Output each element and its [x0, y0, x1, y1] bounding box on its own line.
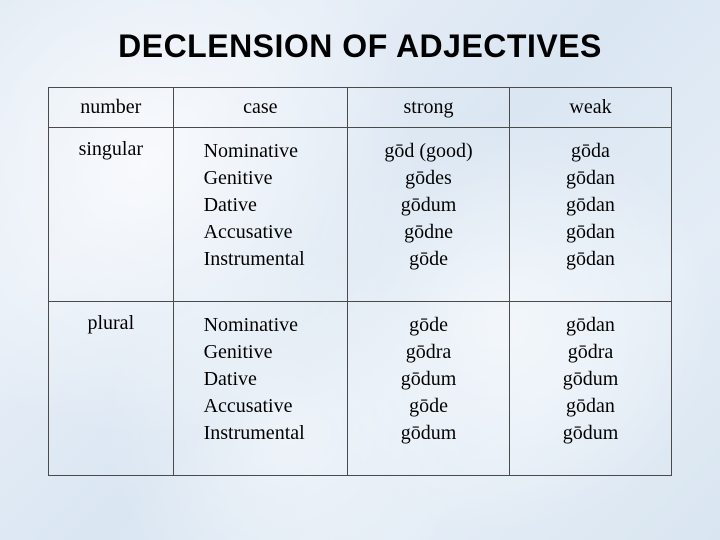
case-label: Instrumental [204, 420, 335, 447]
strong-form: gōdum [360, 192, 497, 219]
strong-form: gōd (good) [360, 138, 497, 165]
strong-form: gōdes [360, 165, 497, 192]
col-header-number: number [49, 88, 174, 128]
case-label: Dative [204, 366, 335, 393]
col-header-weak: weak [510, 88, 672, 128]
cell-weak: gōda gōdan gōdan gōdan gōdan [510, 128, 672, 302]
weak-form: gōdan [522, 192, 659, 219]
cell-strong: gōde gōdra gōdum gōde gōdum [348, 302, 510, 476]
case-label: Instrumental [204, 246, 335, 273]
weak-form: gōdan [522, 165, 659, 192]
cell-number: plural [49, 302, 174, 476]
weak-form: gōda [522, 138, 659, 165]
case-label: Accusative [204, 219, 335, 246]
strong-form: gōde [360, 312, 497, 339]
case-label: Accusative [204, 393, 335, 420]
cell-cases: Nominative Genitive Dative Accusative In… [173, 128, 347, 302]
slide: DECLENSION OF ADJECTIVES number case str… [0, 0, 720, 540]
weak-form: gōdan [522, 246, 659, 273]
weak-form: gōdum [522, 366, 659, 393]
strong-form: gōdum [360, 366, 497, 393]
table-header-row: number case strong weak [49, 88, 672, 128]
weak-form: gōdan [522, 393, 659, 420]
col-header-case: case [173, 88, 347, 128]
strong-form: gōdra [360, 339, 497, 366]
weak-form: gōdra [522, 339, 659, 366]
col-header-strong: strong [348, 88, 510, 128]
cell-number: singular [49, 128, 174, 302]
weak-form: gōdan [522, 312, 659, 339]
case-label: Nominative [204, 312, 335, 339]
case-label: Nominative [204, 138, 335, 165]
strong-form: gōde [360, 246, 497, 273]
cell-strong: gōd (good) gōdes gōdum gōdne gōde [348, 128, 510, 302]
strong-form: gōdum [360, 420, 497, 447]
weak-form: gōdum [522, 420, 659, 447]
weak-form: gōdan [522, 219, 659, 246]
strong-form: gōdne [360, 219, 497, 246]
cell-weak: gōdan gōdra gōdum gōdan gōdum [510, 302, 672, 476]
case-label: Genitive [204, 165, 335, 192]
cell-cases: Nominative Genitive Dative Accusative In… [173, 302, 347, 476]
case-label: Dative [204, 192, 335, 219]
table-row: singular Nominative Genitive Dative Accu… [49, 128, 672, 302]
page-title: DECLENSION OF ADJECTIVES [48, 28, 672, 65]
table-row: plural Nominative Genitive Dative Accusa… [49, 302, 672, 476]
case-label: Genitive [204, 339, 335, 366]
strong-form: gōde [360, 393, 497, 420]
declension-table: number case strong weak singular Nominat… [48, 87, 672, 476]
